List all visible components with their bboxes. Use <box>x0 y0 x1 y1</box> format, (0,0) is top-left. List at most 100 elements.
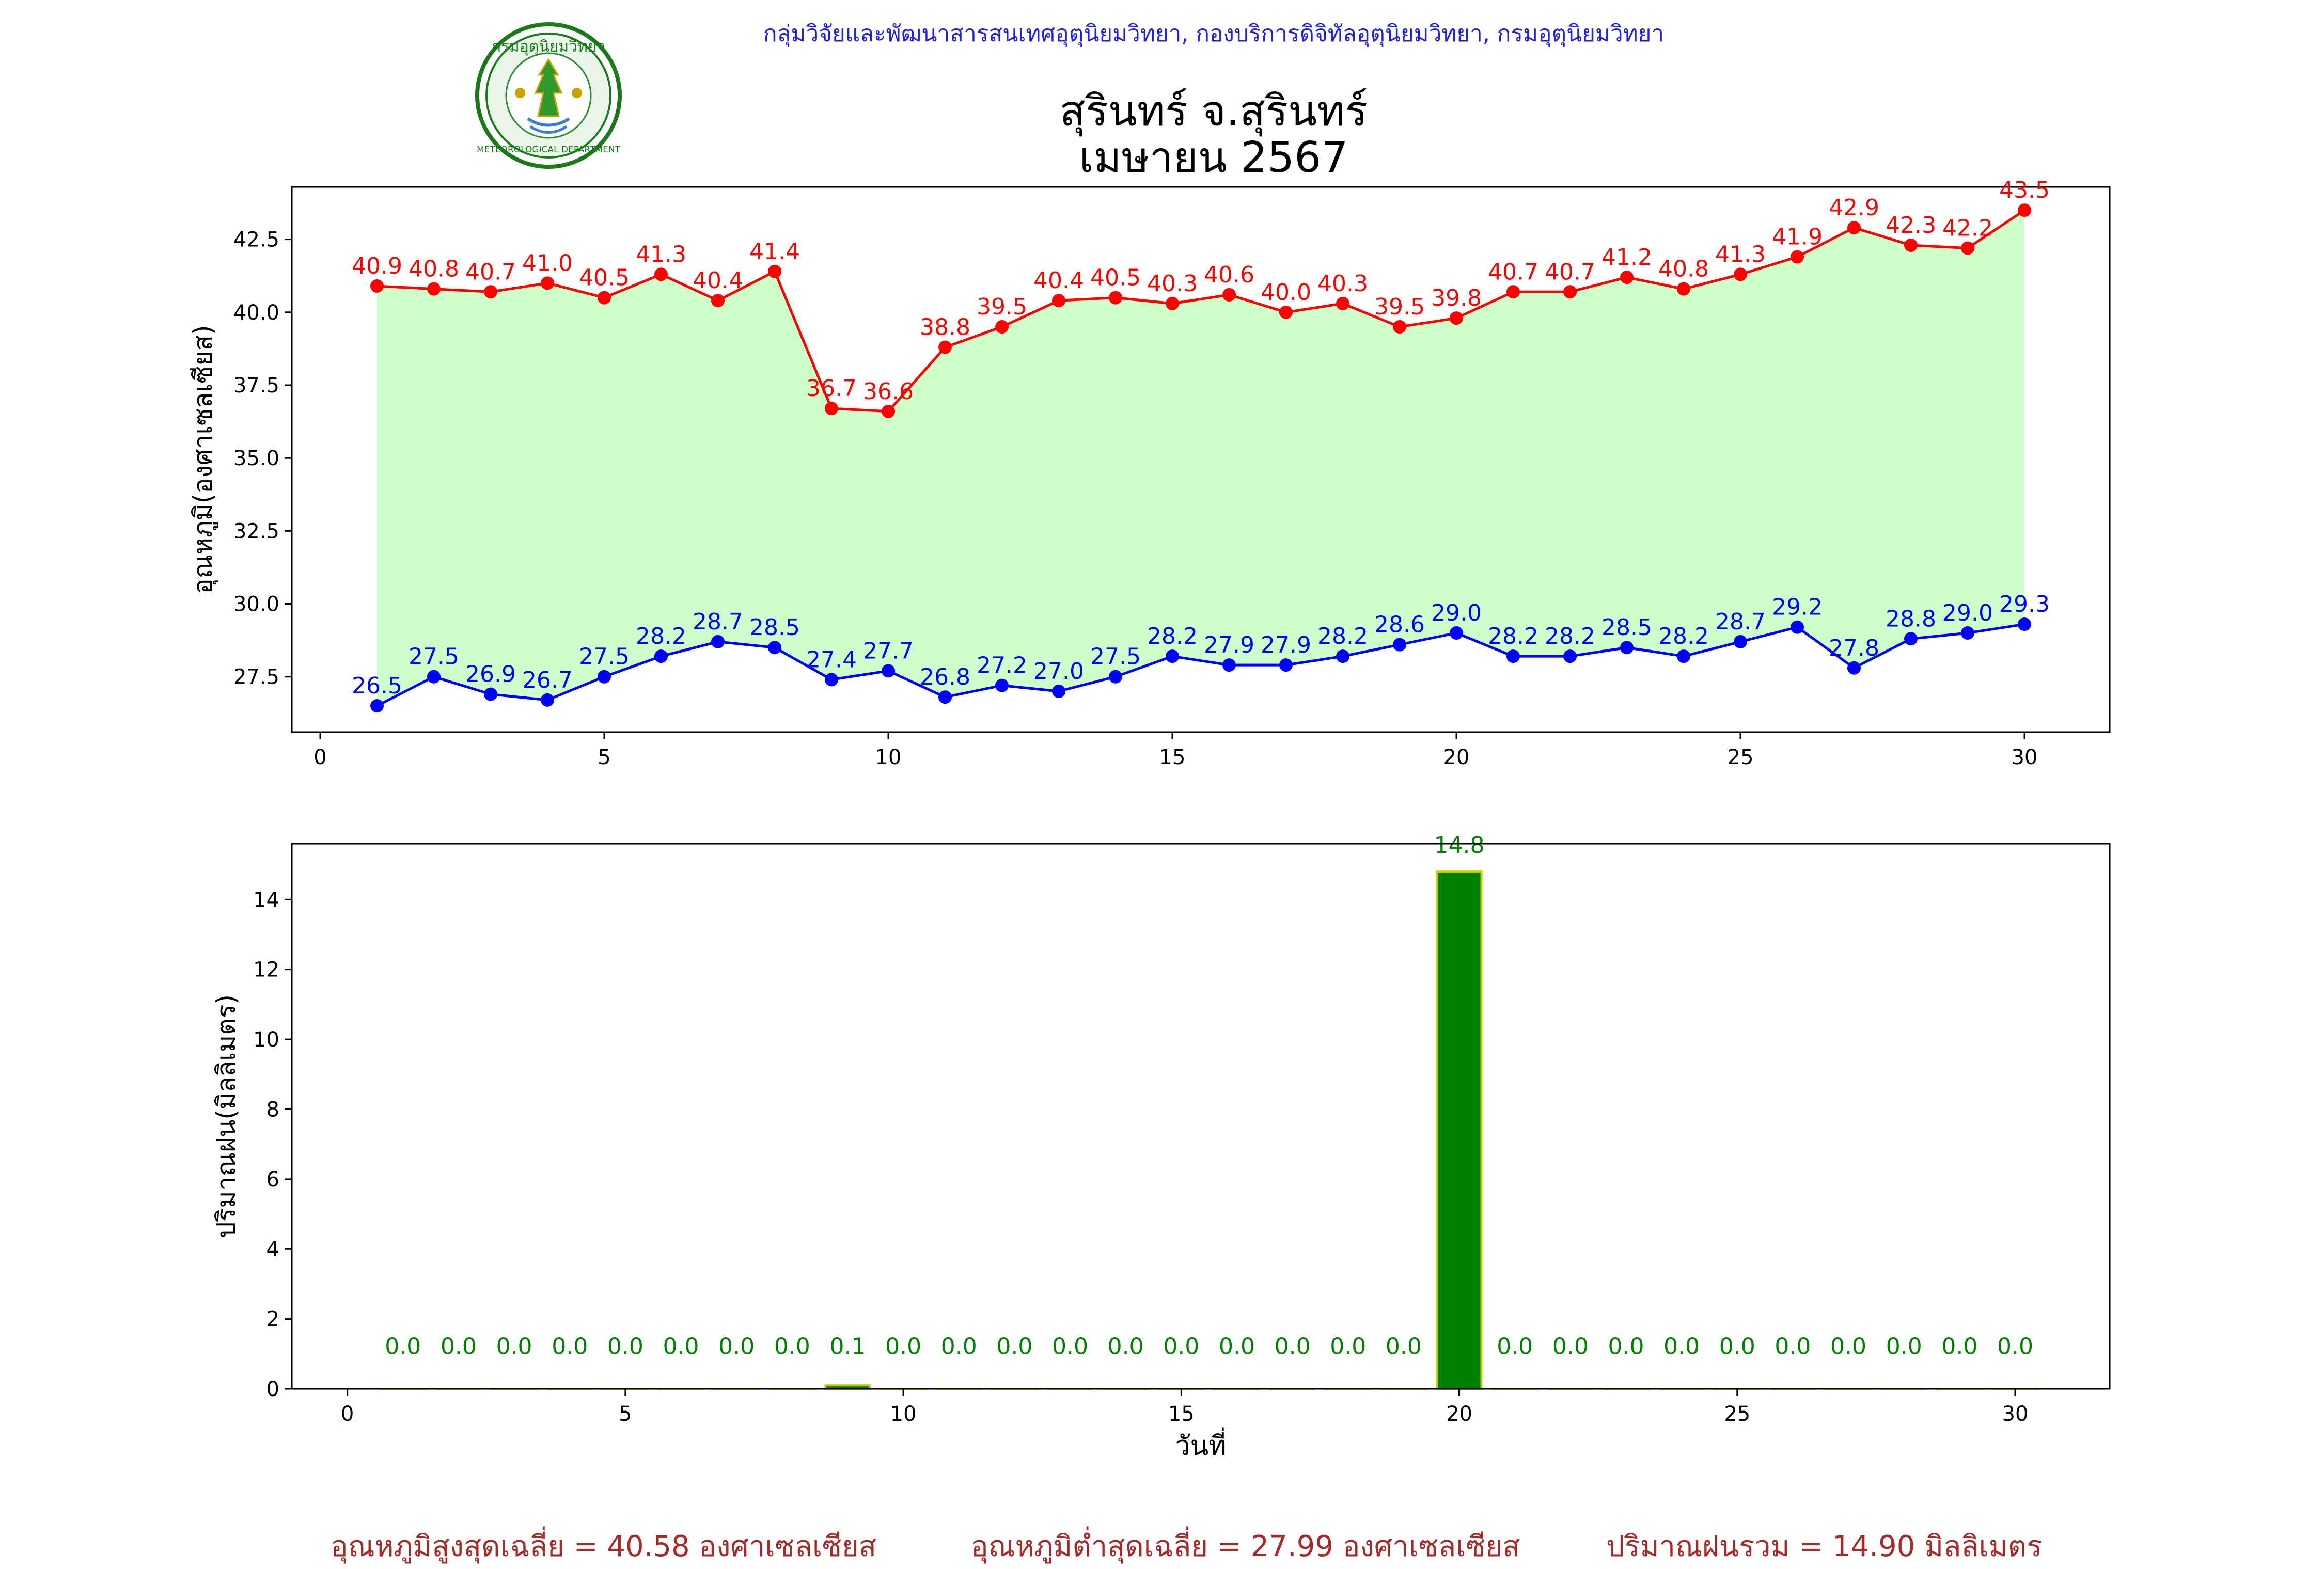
min-temperature-data-label: 28.6 <box>1374 612 1425 638</box>
max-temperature-point <box>1563 285 1577 299</box>
min-temperature-data-label: 27.2 <box>977 653 1027 679</box>
meteorological-department-logo: กรมอุตุนิยมวิทยา METEOROLOGICAL DEPARTME… <box>471 21 626 172</box>
temperature-y-axis-label: อุณหภูมิ(องศาเซลเซียส) <box>188 325 218 594</box>
max-temperature-data-label: 39.5 <box>977 294 1027 320</box>
min-temperature-point <box>541 693 554 707</box>
max-temperature-point <box>768 264 781 278</box>
max-temperature-data-label: 40.8 <box>409 256 459 282</box>
min-temperature-point <box>1166 649 1179 663</box>
min-temperature-data-label: 28.8 <box>1886 606 1936 632</box>
rain-data-label: 0.0 <box>1886 1333 1922 1359</box>
rainfall-y-tick-label: 2 <box>266 1308 279 1332</box>
max-temperature-point <box>1450 311 1463 325</box>
min-temperature-point <box>1904 632 1918 646</box>
rainfall-x-tick-label: 0 <box>341 1402 354 1426</box>
chart-title-station: สุรินทร์ จ.สุรินทร์ <box>1059 87 1368 136</box>
min-temperature-data-label: 29.3 <box>1999 591 2050 617</box>
min-temperature-point <box>1563 649 1577 663</box>
rain-data-label: 0.0 <box>385 1333 421 1359</box>
rainfall-y-tick-label: 12 <box>253 958 279 982</box>
max-temperature-data-label: 41.3 <box>636 241 686 267</box>
rainfall-y-axis-label: ปริมาณฝน(มิลลิเมตร) <box>211 994 241 1238</box>
max-temperature-data-label: 41.0 <box>522 250 573 276</box>
min-temperature-point <box>1734 635 1747 648</box>
max-temperature-point <box>1052 294 1065 308</box>
temperature-x-tick-label: 30 <box>2012 746 2038 769</box>
min-temperature-point <box>1222 658 1236 672</box>
max-temperature-point <box>711 294 725 308</box>
rain-data-label: 0.0 <box>1608 1333 1644 1359</box>
max-temperature-data-label: 40.0 <box>1261 279 1311 306</box>
rain-data-label: 0.0 <box>996 1333 1032 1359</box>
temperature-x-tick-label: 5 <box>598 746 610 769</box>
max-temperature-data-label: 40.9 <box>352 253 402 279</box>
min-temperature-data-label: 27.9 <box>1204 632 1254 658</box>
rain-data-label: 0.0 <box>1830 1333 1866 1359</box>
max-temperature-data-label: 40.4 <box>1033 267 1084 294</box>
temperature-y-tick-label: 37.5 <box>233 374 279 398</box>
min-temperature-point <box>882 664 895 678</box>
rainfall-y-tick-label: 6 <box>266 1168 279 1192</box>
max-temperature-point <box>1791 250 1804 264</box>
rainfall-y-tick-label: 10 <box>253 1028 279 1052</box>
rain-data-label: 0.0 <box>1163 1333 1199 1359</box>
min-temperature-data-label: 26.9 <box>465 661 516 688</box>
min-temperature-point <box>484 687 497 701</box>
footer-avg-min-temp: อุณหภูมิต่ำสุดเฉลี่ย = 27.99 องศาเซลเซีย… <box>971 1530 1520 1563</box>
min-temperature-data-label: 28.7 <box>1715 609 1766 635</box>
temperature-chart: 0 5 10 15 20 25 30 27.5 30.0 32.5 35.0 37.5 40.0 42.5… <box>188 177 2111 769</box>
min-temperature-point <box>2018 617 2031 631</box>
temperature-range-fill <box>377 210 2024 706</box>
min-temperature-data-label: 26.7 <box>522 667 573 693</box>
max-temperature-point <box>1506 285 1520 299</box>
max-temperature-point <box>1677 282 1690 296</box>
min-temperature-data-label: 28.2 <box>636 623 686 649</box>
temperature-y-tick-label: 35.0 <box>233 447 279 470</box>
min-temperature-point <box>427 670 441 684</box>
min-temperature-data-label: 29.2 <box>1772 594 1823 621</box>
min-temperature-point <box>598 670 611 684</box>
min-temperature-point <box>1506 649 1520 663</box>
min-temperature-data-label: 26.5 <box>352 673 402 699</box>
max-temperature-data-label: 39.5 <box>1374 294 1425 320</box>
max-temperature-point <box>654 267 668 281</box>
temperature-y-tick-label: 42.5 <box>233 228 279 252</box>
max-temperature-point <box>427 282 441 296</box>
min-temperature-point <box>825 673 838 687</box>
min-temperature-line <box>376 623 2025 707</box>
max-temperature-data-label: 40.7 <box>1545 259 1595 285</box>
temperature-axes-frame <box>291 186 2111 733</box>
rainfall-x-tick-label: 30 <box>2002 1402 2029 1426</box>
logo-seal-icon: กรมอุตุนิยมวิทยา METEOROLOGICAL DEPARTME… <box>475 22 622 169</box>
min-temperature-point <box>1336 649 1349 663</box>
max-temperature-data-label: 36.6 <box>863 378 914 405</box>
footer-avg-max-temp: อุณหภูมิสูงสุดเฉลี่ย = 40.58 องศาเซลเซีย… <box>331 1530 877 1563</box>
rain-data-label: 0.1 <box>829 1333 866 1359</box>
rainfall-x-tick-label: 5 <box>619 1402 632 1426</box>
rainfall-y-tick-label: 8 <box>266 1098 279 1121</box>
min-temperature-point <box>938 690 952 704</box>
rainfall-axes-frame <box>291 843 2111 1390</box>
rainfall-y-tick-label: 0 <box>266 1377 279 1401</box>
temperature-x-tick-label: 25 <box>1728 746 1754 769</box>
max-temperature-point <box>598 291 611 305</box>
min-temperature-point <box>995 678 1009 692</box>
max-temperature-point <box>938 340 952 354</box>
min-temperature-data-label: 28.5 <box>749 614 800 641</box>
min-temperature-data-label: 27.7 <box>863 638 914 664</box>
min-temperature-data-label: 26.8 <box>920 664 970 690</box>
rain-data-label: 14.8 <box>1434 832 1485 859</box>
rainfall-x-tick-label: 20 <box>1446 1402 1472 1426</box>
rain-data-label: 0.0 <box>496 1333 532 1359</box>
max-temperature-data-label: 40.3 <box>1317 271 1368 297</box>
min-temperature-point <box>1847 661 1861 675</box>
min-temperature-data-label: 28.2 <box>1658 623 1709 649</box>
svg-text:METEOROLOGICAL DEPARTMENT: METEOROLOGICAL DEPARTMENT <box>477 145 621 155</box>
max-temperature-data-label: 40.7 <box>465 259 516 285</box>
max-temperature-point <box>484 285 497 299</box>
temperature-x-tick-label: 15 <box>1159 746 1186 769</box>
max-temperature-point <box>1961 241 1974 255</box>
min-temperature-data-label: 29.0 <box>1431 600 1482 626</box>
min-temperature-data-label: 28.2 <box>1488 623 1538 649</box>
